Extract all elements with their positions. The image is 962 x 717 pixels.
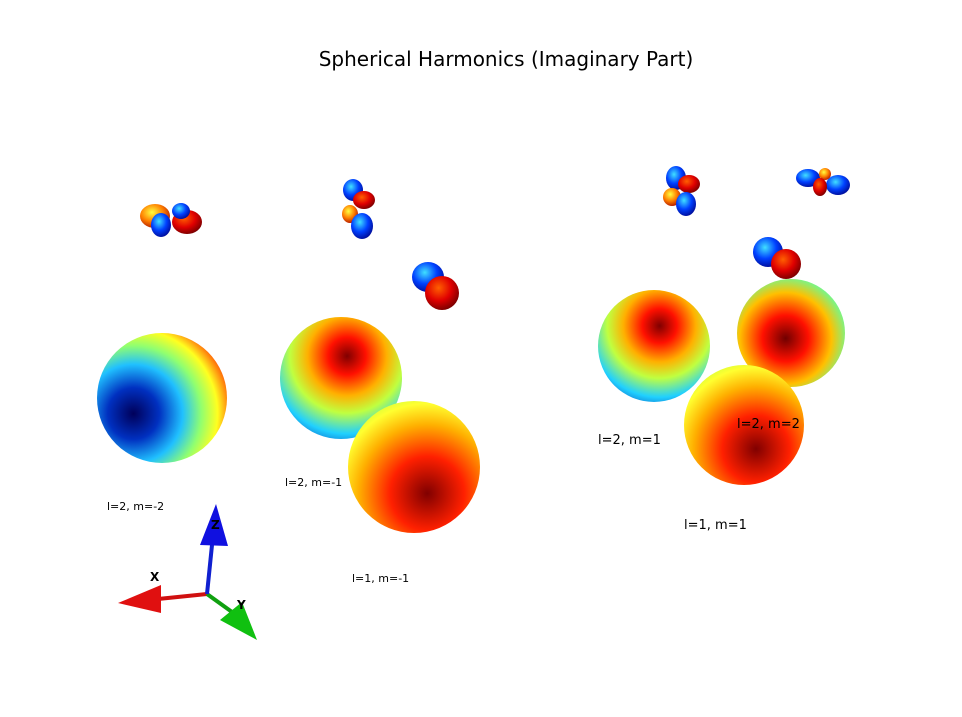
sphere-l1-m-1[interactable] (348, 401, 480, 533)
sphere-l2-m-2[interactable] (97, 333, 227, 463)
label-l2-m2: l=2, m=2 (737, 417, 800, 432)
sphere-l2-m2[interactable] (737, 279, 845, 387)
harmonic-lobes-left-3 (412, 262, 459, 310)
harmonic-lobes-right-2 (796, 168, 850, 196)
orientation-axes[interactable]: X Y Z (118, 504, 257, 640)
label-l2-m-1: l=2, m=-1 (285, 476, 342, 489)
y-axis-label: Y (236, 598, 246, 612)
y-axis-arrow-icon (220, 602, 257, 640)
label-l1-m-1: l=1, m=-1 (352, 572, 409, 585)
harmonic-lobes-right-3 (753, 237, 801, 279)
harmonic-lobes-left-2 (342, 179, 375, 239)
sphere-l1-m1[interactable] (684, 365, 804, 485)
harmonic-lobes-right-1 (663, 166, 700, 216)
x-axis-label: X (150, 570, 160, 584)
label-l2-m-2: l=2, m=-2 (107, 500, 164, 513)
label-l1-m1: l=1, m=1 (684, 518, 747, 533)
sphere-l2-m1[interactable] (598, 290, 710, 402)
z-axis-label: Z (211, 518, 220, 532)
x-axis-arrow-icon (118, 585, 161, 613)
label-l2-m1: l=2, m=1 (598, 433, 661, 448)
harmonic-lobes-left-1 (140, 203, 202, 237)
sphere-l2-m-1[interactable] (280, 317, 402, 439)
plot-title: Spherical Harmonics (Imaginary Part) (319, 47, 694, 71)
z-axis-arrow-icon (200, 504, 228, 546)
